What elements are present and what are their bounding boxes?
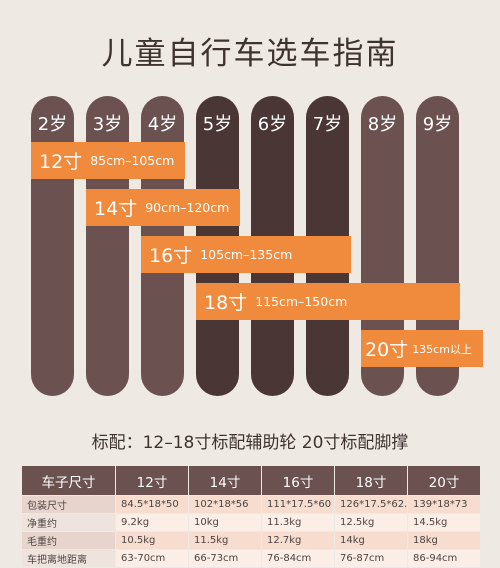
height-range: 90cm–120cm xyxy=(145,200,230,215)
table-cell: 66-73cm xyxy=(188,549,262,568)
table-cell: 14.5kg xyxy=(407,513,481,532)
table-cell: 63-70cm xyxy=(115,549,189,568)
table-row: 车把离地距离 63-70cm 66-73cm 76-84cm 76-87cm 8… xyxy=(21,549,481,568)
column-header: 车子尺寸 xyxy=(21,465,116,496)
height-range: 105cm–135cm xyxy=(200,247,293,262)
size-label: 20寸 xyxy=(365,339,409,361)
age-label: 2岁 xyxy=(37,114,68,135)
age-label: 4岁 xyxy=(147,114,178,135)
table-cell: 11.3kg xyxy=(261,513,335,532)
table-cell: 76-84cm xyxy=(261,549,335,568)
column-header: 20寸 xyxy=(407,465,481,496)
age-label: 7岁 xyxy=(312,114,343,135)
spec-table: 车子尺寸 12寸 14寸 16寸 18寸 20寸 包装尺寸 84.5*18*50… xyxy=(21,465,481,568)
height-range: 115cm–150cm xyxy=(255,294,348,309)
column-header: 18寸 xyxy=(334,465,408,496)
column-header: 16寸 xyxy=(261,465,335,496)
table-cell: 126*17.5*62.5 xyxy=(334,495,408,514)
table-row: 毛重约 10.5kg 11.5kg 12.7kg 14kg 18kg xyxy=(21,531,481,550)
table-cell: 111*17.5*60 xyxy=(261,495,335,514)
size-label: 12寸 xyxy=(39,151,83,173)
table-header-row: 车子尺寸 12寸 14寸 16寸 18寸 20寸 xyxy=(21,465,481,496)
age-label: 8岁 xyxy=(367,114,398,135)
size-bar-12: 12寸 85cm–105cm xyxy=(31,142,185,179)
table-cell: 11.5kg xyxy=(188,531,262,550)
age-column-3: 3岁 xyxy=(86,96,129,396)
table-cell: 14kg xyxy=(334,531,408,550)
table-cell: 18kg xyxy=(407,531,481,550)
size-bar-18: 18寸 115cm–150cm xyxy=(196,283,460,320)
table-row: 包装尺寸 84.5*18*50 102*18*56 111*17.5*60 12… xyxy=(21,495,481,514)
height-range: 135cm以上 xyxy=(412,342,472,356)
table-cell: 10.5kg xyxy=(115,531,189,550)
page-title: 儿童自行车选车指南 xyxy=(101,36,399,72)
table-cell: 76-87cm xyxy=(334,549,408,568)
table-cell: 84.5*18*50 xyxy=(115,495,189,514)
size-label: 18寸 xyxy=(204,292,248,314)
height-range: 85cm–105cm xyxy=(90,153,175,168)
size-label: 14寸 xyxy=(94,198,138,220)
table-cell: 12.5kg xyxy=(334,513,408,532)
size-bar-16: 16寸 105cm–135cm xyxy=(141,236,351,273)
age-label: 9岁 xyxy=(422,114,453,135)
age-label: 3岁 xyxy=(92,114,123,135)
row-label: 净重约 xyxy=(21,513,116,532)
table-cell: 102*18*56 xyxy=(188,495,262,514)
size-bar-14: 14寸 90cm–120cm xyxy=(86,189,240,226)
row-label: 包装尺寸 xyxy=(21,495,116,514)
age-label: 6岁 xyxy=(257,114,288,135)
column-header: 14寸 xyxy=(188,465,262,496)
size-bar-20: 20寸 135cm以上 xyxy=(361,330,483,367)
column-header: 12寸 xyxy=(115,465,189,496)
table-row: 净重约 9.2kg 10kg 11.3kg 12.5kg 14.5kg xyxy=(21,513,481,532)
row-label: 毛重约 xyxy=(21,531,116,550)
standard-equipment-note: 标配：12–18寸标配辅助轮 20寸标配脚撑 xyxy=(91,433,409,453)
table-cell: 139*18*73 xyxy=(407,495,481,514)
table-cell: 86-94cm xyxy=(407,549,481,568)
age-label: 5岁 xyxy=(202,114,233,135)
table-cell: 12.7kg xyxy=(261,531,335,550)
size-label: 16寸 xyxy=(149,245,193,267)
row-label: 车把离地距离 xyxy=(21,549,116,568)
age-column-2: 2岁 xyxy=(31,96,74,396)
table-cell: 9.2kg xyxy=(115,513,189,532)
table-cell: 10kg xyxy=(188,513,262,532)
